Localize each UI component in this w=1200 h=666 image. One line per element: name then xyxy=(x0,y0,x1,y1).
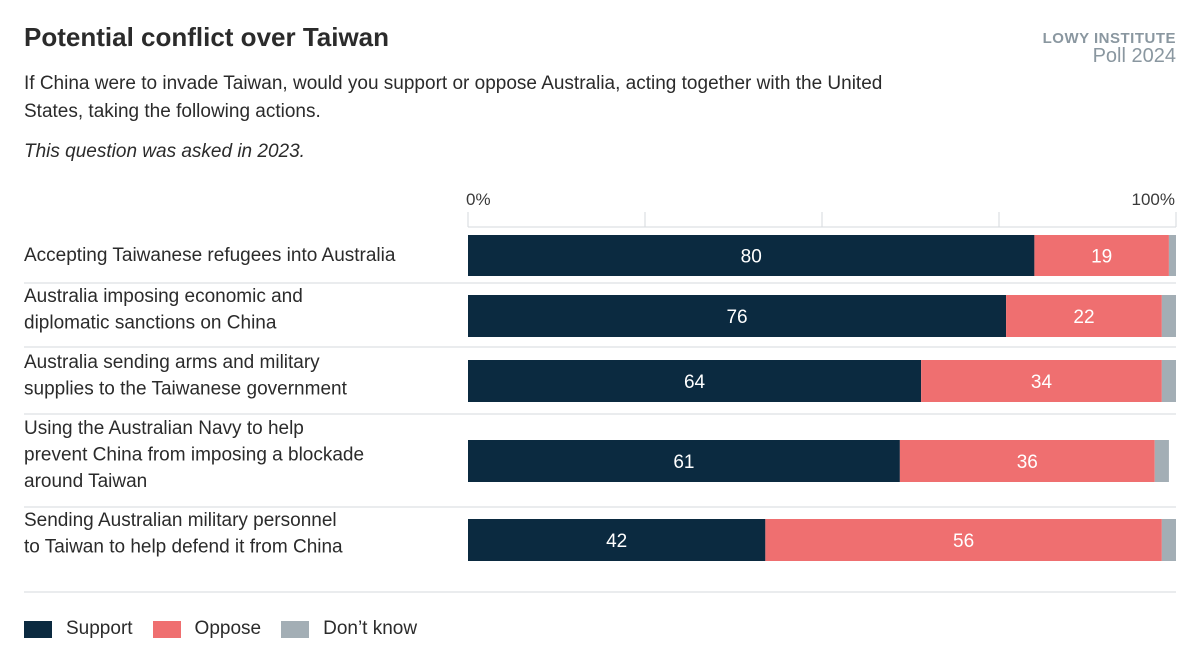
category-label: Sending Australian military personnel to … xyxy=(24,510,343,558)
bar-segment-support xyxy=(468,235,1035,276)
bar-segment-oppose xyxy=(921,360,1162,402)
category-label-line: Australia sending arms and military xyxy=(24,352,320,373)
category-label-line: to Taiwan to help defend it from China xyxy=(24,537,343,558)
category-label: Using the Australian Navy to help prevent… xyxy=(24,418,364,492)
brand-subtitle: Poll 2024 xyxy=(1092,45,1176,67)
data-label: 56 xyxy=(953,531,974,552)
legend-item-oppose: Oppose xyxy=(152,618,262,640)
brand-name: LOWY INSTITUTE xyxy=(1042,30,1176,47)
legend: Support Oppose Don’t know xyxy=(24,618,437,640)
chart-note: This question was asked in 2023. xyxy=(24,141,305,162)
chart-subtitle: If China were to invade Taiwan, would yo… xyxy=(24,73,883,122)
legend-label-dont-know: Don’t know xyxy=(323,618,418,639)
category-label: Australia imposing economic and diplomati… xyxy=(24,286,303,334)
category-label: Accepting Taiwanese refugees into Austra… xyxy=(24,245,396,266)
data-label: 80 xyxy=(741,247,762,268)
chart-title: Potential conflict over Taiwan xyxy=(24,22,390,52)
bar-segment-oppose xyxy=(1034,235,1169,276)
category-label: Australia sending arms and military suppl… xyxy=(24,352,348,400)
data-label: 76 xyxy=(726,307,747,328)
bar-segment-support xyxy=(468,519,766,561)
category-label-line: diplomatic sanctions on China xyxy=(24,313,277,334)
category-label-line: supplies to the Taiwanese government xyxy=(24,379,348,400)
legend-item-dont-know: Don’t know xyxy=(281,618,417,640)
category-label-line: around Taiwan xyxy=(24,471,147,492)
data-label: 36 xyxy=(1017,452,1038,473)
bar-segment-support xyxy=(468,360,922,402)
category-label-line: Australia imposing economic and xyxy=(24,286,303,307)
x-tick-label: 100% xyxy=(1132,190,1175,209)
bar-segment-don-t-know xyxy=(1161,360,1176,402)
data-label: 19 xyxy=(1091,247,1112,268)
bar-segment-don-t-know xyxy=(1154,440,1169,482)
category-label-line: Sending Australian military personnel xyxy=(24,510,337,531)
data-label: 64 xyxy=(684,372,706,393)
bar-segment-oppose xyxy=(899,440,1155,482)
legend-item-support: Support xyxy=(24,618,133,640)
legend-label-oppose: Oppose xyxy=(194,618,262,639)
category-label-line: Using the Australian Navy to help xyxy=(24,418,304,439)
data-label: 34 xyxy=(1031,372,1053,393)
x-tick-label: 0% xyxy=(466,190,491,209)
legend-label-support: Support xyxy=(66,618,133,639)
bar-segment-don-t-know xyxy=(1168,235,1176,276)
bar-segment-don-t-know xyxy=(1161,519,1176,561)
data-label: 61 xyxy=(673,452,694,473)
category-label-line: Accepting Taiwanese refugees into Austra… xyxy=(24,245,396,266)
bar-segment-don-t-know xyxy=(1161,295,1176,337)
data-label: 22 xyxy=(1073,307,1094,328)
bar-segment-oppose xyxy=(765,519,1162,561)
category-label-line: prevent China from imposing a blockade xyxy=(24,445,364,466)
brand-logo: LOWY INSTITUTE Poll 2024 xyxy=(1043,30,1176,68)
bar-segment-oppose xyxy=(1006,295,1162,337)
legend-swatch-dont-know xyxy=(281,620,310,638)
bar-segment-support xyxy=(468,440,900,482)
bar-segment-support xyxy=(468,295,1007,337)
data-label: 42 xyxy=(606,531,627,552)
legend-swatch-oppose xyxy=(152,620,181,638)
legend-swatch-support xyxy=(24,620,52,638)
